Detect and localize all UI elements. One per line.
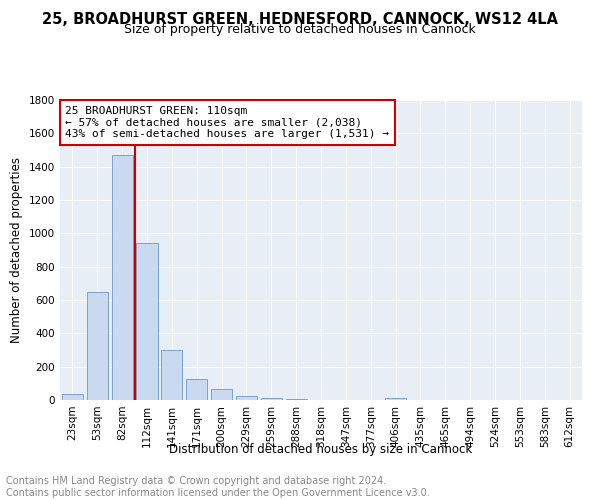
- Bar: [112, 155, 133, 400]
- Text: Size of property relative to detached houses in Cannock: Size of property relative to detached ho…: [124, 22, 476, 36]
- Bar: [385, 398, 406, 400]
- Bar: [62, 394, 83, 400]
- Bar: [236, 396, 257, 400]
- Bar: [186, 379, 207, 400]
- Bar: [211, 389, 232, 400]
- Bar: [286, 399, 307, 400]
- Text: Contains HM Land Registry data © Crown copyright and database right 2024.
Contai: Contains HM Land Registry data © Crown c…: [6, 476, 430, 498]
- Text: 25, BROADHURST GREEN, HEDNESFORD, CANNOCK, WS12 4LA: 25, BROADHURST GREEN, HEDNESFORD, CANNOC…: [42, 12, 558, 28]
- Bar: [261, 398, 282, 400]
- Bar: [161, 350, 182, 400]
- Y-axis label: Number of detached properties: Number of detached properties: [10, 157, 23, 343]
- Text: Distribution of detached houses by size in Cannock: Distribution of detached houses by size …: [169, 442, 473, 456]
- Text: 25 BROADHURST GREEN: 110sqm
← 57% of detached houses are smaller (2,038)
43% of : 25 BROADHURST GREEN: 110sqm ← 57% of det…: [65, 106, 389, 139]
- Bar: [87, 292, 108, 400]
- Bar: [136, 244, 158, 400]
